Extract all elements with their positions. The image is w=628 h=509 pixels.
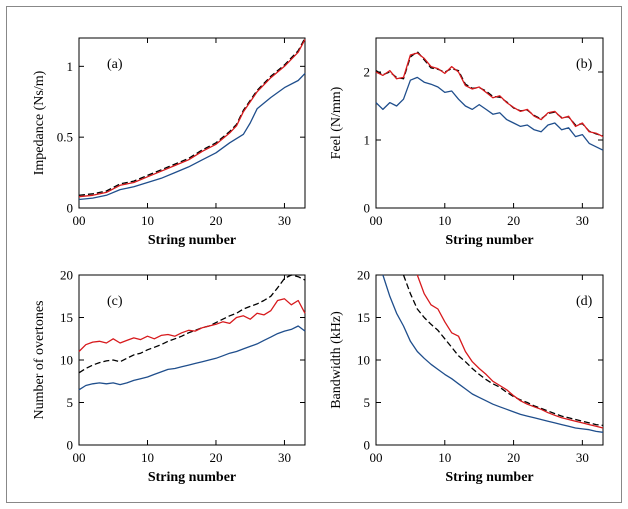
panel-tag: (a) (107, 57, 123, 72)
y-tick-label: 15 (60, 310, 73, 325)
series-line-red (78, 298, 306, 352)
y-tick-label: 1 (364, 133, 371, 148)
y-tick-label: 0 (364, 201, 371, 216)
x-tick-label: 30 (576, 213, 589, 228)
chart-panel-3: 00 10 20 30 0 5 10 15 20 String number Number of o… (32, 268, 306, 485)
x-axis-label: String number (445, 470, 533, 485)
axes-box (78, 37, 306, 209)
x-tick-label: 20 (209, 450, 222, 465)
y-tick-label: 1 (67, 59, 74, 74)
x-tick-label: 00 (73, 213, 86, 228)
x-tick-label: 10 (438, 450, 451, 465)
y-tick-label: 2 (364, 65, 371, 80)
y-axis-label: Impedance (Ns/m) (32, 70, 47, 175)
y-tick-label: 20 (357, 268, 370, 283)
series-line-black-dashed (78, 37, 306, 196)
series-line-red (375, 52, 604, 138)
x-tick-label: 30 (576, 450, 589, 465)
series-line-red (416, 274, 604, 429)
y-tick-label: 20 (60, 268, 73, 283)
x-tick-label: 20 (507, 213, 520, 228)
series-line-black-dashed (402, 274, 604, 427)
y-axis-label: Bandwidth (kHz) (329, 311, 344, 409)
x-tick-label: 30 (278, 450, 291, 465)
x-tick-label: 30 (278, 213, 291, 228)
chart-panel-2: 00 10 20 30 0 1 2 String number Feel (N/mm) (b) (329, 37, 604, 248)
x-tick-label: 00 (370, 213, 383, 228)
y-tick-label: 10 (357, 353, 370, 368)
x-tick-label: 10 (141, 213, 154, 228)
series-line-blue (78, 325, 306, 391)
chart-panel-4: 00 10 20 30 0 5 10 15 20 String number Bandwidth (… (329, 268, 604, 485)
y-tick-label: 0 (364, 438, 371, 453)
x-tick-label: 10 (141, 450, 154, 465)
series-line-blue (375, 76, 604, 151)
x-axis-label: String number (148, 233, 236, 248)
y-tick-label: 0 (67, 438, 74, 453)
figure-border (6, 6, 622, 503)
x-axis-label: String number (445, 233, 533, 248)
chart-panel-1: 00 10 20 30 0 0.5 1 String number Impedance (Ns/… (32, 37, 306, 248)
x-axis-label: String number (148, 470, 236, 485)
series-line-blue (382, 274, 604, 433)
y-tick-label: 5 (364, 395, 371, 410)
y-tick-label: 0.5 (57, 130, 73, 145)
panel-tag: (b) (576, 57, 593, 72)
x-tick-label: 20 (209, 213, 222, 228)
y-tick-label: 15 (357, 310, 370, 325)
y-tick-label: 10 (60, 353, 73, 368)
y-tick-label: 0 (67, 201, 74, 216)
panel-tag: (d) (576, 294, 593, 309)
series-line-red (78, 39, 306, 198)
y-axis-label: Number of overtones (32, 301, 47, 420)
y-tick-label: 5 (67, 395, 74, 410)
x-tick-label: 10 (438, 213, 451, 228)
x-tick-label: 00 (73, 450, 86, 465)
panel-tag: (c) (107, 294, 123, 309)
series-line-blue (78, 72, 306, 201)
x-tick-label: 20 (507, 450, 520, 465)
axes-box (375, 37, 604, 209)
x-tick-label: 00 (370, 450, 383, 465)
y-axis-label: Feel (N/mm) (329, 86, 344, 159)
series-line-black-dashed (78, 274, 306, 374)
